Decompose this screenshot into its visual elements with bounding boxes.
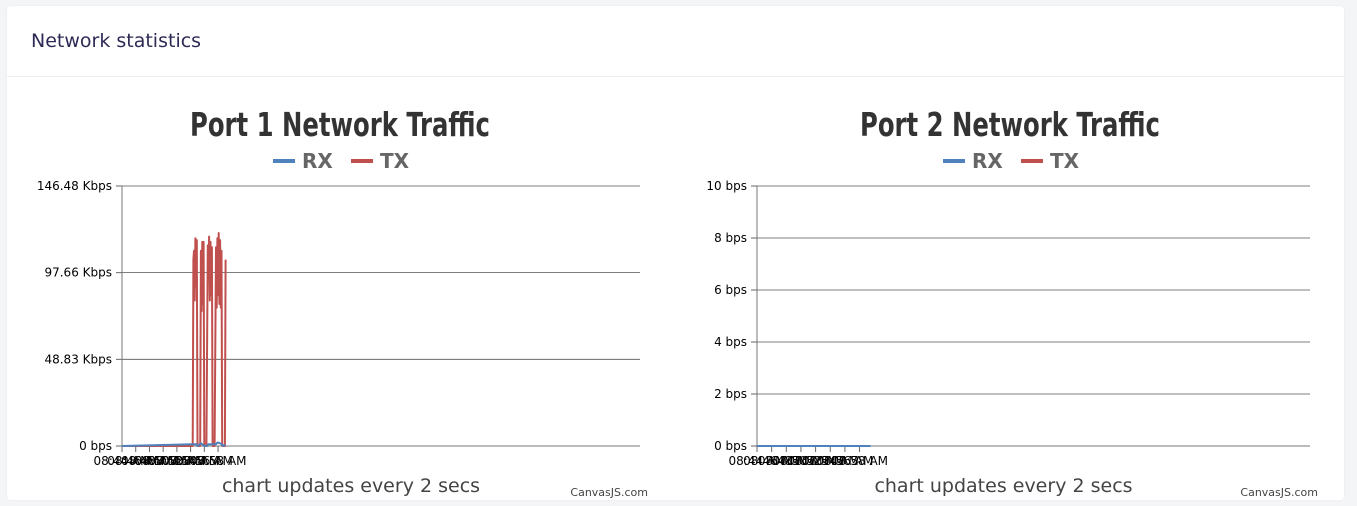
y-tick-label: 8 bps [714, 231, 747, 245]
y-tick-label: 0 bps [79, 439, 112, 453]
y-tick-label: 97.66 Kbps [44, 266, 112, 280]
x-tick-label: 08:44 AM [94, 454, 151, 468]
chart-title: Port 1 Network Traffic [190, 106, 490, 144]
x-tick-label: 08:50 AM [135, 454, 192, 468]
x-tick-label: 08:44 AM [729, 454, 786, 468]
x-tick-label: 08:54 AM [802, 454, 859, 468]
x-tick-label: 08:46 AM [107, 454, 164, 468]
x-tick-label: 08:56 AM [176, 454, 233, 468]
x-tick-label: 08:54 AM [162, 454, 219, 468]
chart-subtitle: chart updates every 2 secs [222, 475, 480, 497]
legend-label-rx: RX [972, 149, 1003, 173]
y-tick-label: 0 bps [714, 439, 747, 453]
canvasjs-credit: CanvasJS.com [1240, 486, 1318, 499]
series-line-tx [122, 232, 227, 447]
card-title: Network statistics [31, 30, 202, 52]
x-tick-label: 08:58 AM [190, 454, 247, 468]
x-tick-label: 08:46 AM [743, 454, 800, 468]
card-header: Network statistics [7, 6, 1344, 77]
chart-subtitle: chart updates every 2 secs [874, 475, 1132, 497]
x-tick-label: 08:48 AM [758, 454, 815, 468]
legend-label-rx: RX [302, 149, 333, 173]
port-1-chart: Port 1 Network Traffic RX TX 0 bps 48.83 Kbp… [8, 82, 698, 502]
port-1-chart-svg: Port 1 Network Traffic RX TX 0 bps 48.83 Kbp… [37, 106, 648, 499]
x-tick-label: 08:48 AM [121, 454, 178, 468]
x-tick-label: 08:56 AM [816, 454, 873, 468]
legend-label-tx: TX [1050, 149, 1080, 173]
x-tick-label: 08:52 AM [148, 454, 205, 468]
x-tick-label: 08:50 AM [772, 454, 829, 468]
y-tick-label: 10 bps [706, 179, 747, 193]
y-tick-label: 146.48 Kbps [37, 179, 112, 193]
y-tick-label: 6 bps [714, 283, 747, 297]
series-line-rx [121, 441, 226, 447]
y-tick-label: 4 bps [714, 335, 747, 349]
port-2-chart-svg: Port 2 Network Traffic RX TX 0 bps 2 bps 4 bp… [706, 106, 1318, 499]
y-tick-label: 2 bps [714, 387, 747, 401]
x-tick-label: 08:58 AM [831, 454, 888, 468]
network-statistics-card: Network statistics [7, 6, 1344, 500]
x-tick-label: 08:52 AM [787, 454, 844, 468]
canvasjs-credit: CanvasJS.com [570, 486, 648, 499]
port-2-chart: Port 2 Network Traffic RX TX 0 bps 2 bps 4 bp… [680, 82, 1340, 502]
chart-title: Port 2 Network Traffic [860, 106, 1160, 144]
legend-label-tx: TX [380, 149, 410, 173]
y-tick-label: 48.83 Kbps [44, 352, 112, 366]
